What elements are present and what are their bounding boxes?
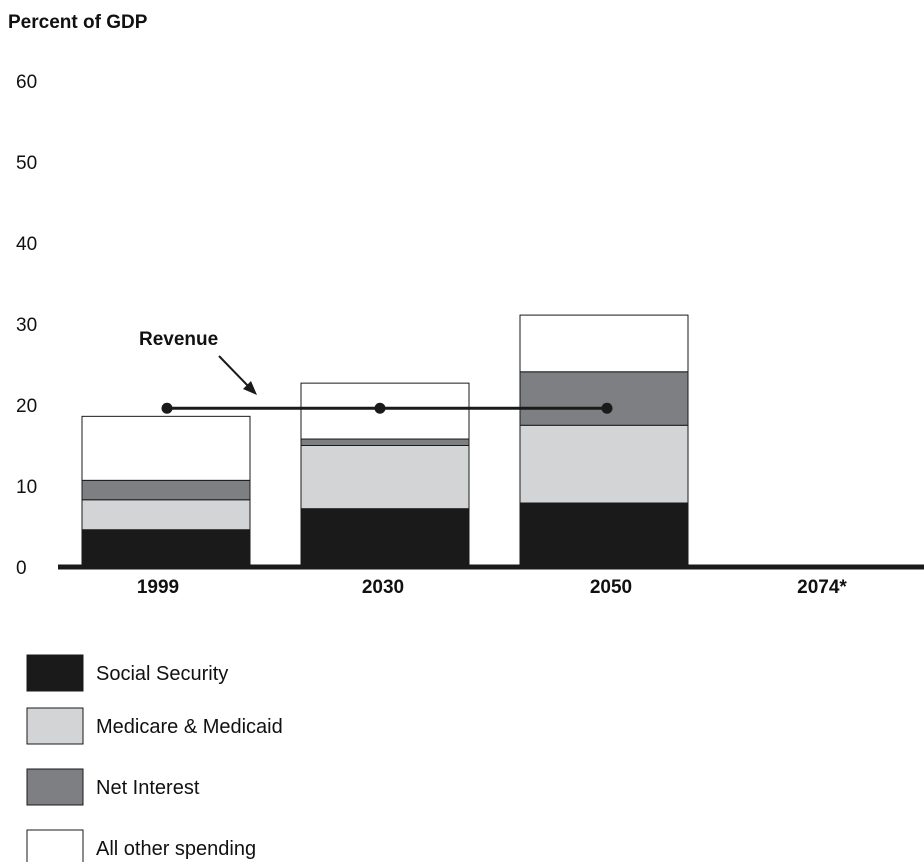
bars bbox=[81, 314, 689, 568]
bar-1999-social-security bbox=[81, 529, 251, 568]
legend-swatch-social-security bbox=[26, 654, 84, 692]
revenue-point-2030 bbox=[374, 402, 386, 414]
bar-2030-social-security bbox=[300, 508, 470, 568]
y-tick-label-60: 60 bbox=[16, 72, 37, 93]
bar-2050-net-interest bbox=[519, 371, 689, 426]
revenue-annotation-label: Revenue bbox=[139, 329, 218, 350]
legend: Social Security Medicare & Medicaid Net In… bbox=[26, 654, 283, 867]
bar-2050-social-security bbox=[519, 502, 689, 568]
x-tick-label-2074: 2074* bbox=[797, 577, 847, 598]
y-tick-label-30: 30 bbox=[16, 315, 37, 336]
legend-label-all-other-spending: All other spending bbox=[96, 838, 256, 860]
y-tick-label-40: 40 bbox=[16, 234, 37, 255]
revenue-point-2050 bbox=[601, 402, 613, 414]
legend-label-net-interest: Net Interest bbox=[96, 777, 200, 799]
bar-2050-medicare-medicaid bbox=[519, 424, 689, 504]
bar-1999-medicare-medicaid bbox=[81, 499, 251, 531]
bar-2050-all-other-spending bbox=[519, 314, 689, 373]
bar-2030-all-other-spending bbox=[300, 382, 470, 440]
revenue-line: Revenue bbox=[139, 329, 613, 414]
x-axis-ticks: 1999 2030 2050 2074* bbox=[137, 577, 848, 598]
legend-swatch-all-other-spending bbox=[26, 829, 84, 867]
legend-swatch-medicare-medicaid bbox=[26, 707, 84, 745]
bar-2030-medicare-medicaid bbox=[300, 445, 470, 510]
revenue-arrow-head bbox=[243, 381, 257, 395]
x-tick-label-1999: 1999 bbox=[137, 577, 179, 598]
revenue-point-1999 bbox=[161, 402, 173, 414]
y-tick-label-20: 20 bbox=[16, 396, 37, 417]
x-tick-label-2030: 2030 bbox=[362, 577, 404, 598]
bar-1999-all-other-spending bbox=[81, 415, 251, 481]
revenue-arrow-line bbox=[218, 355, 251, 389]
y-axis-label: Percent of GDP bbox=[8, 12, 148, 33]
legend-label-medicare-medicaid: Medicare & Medicaid bbox=[96, 716, 283, 738]
y-tick-label-50: 50 bbox=[16, 153, 37, 174]
bar-2030-net-interest bbox=[300, 438, 470, 446]
y-tick-label-0: 0 bbox=[16, 558, 27, 579]
legend-label-social-security: Social Security bbox=[96, 663, 228, 685]
bar-1999-net-interest bbox=[81, 479, 251, 501]
x-tick-label-2050: 2050 bbox=[590, 577, 632, 598]
y-tick-label-10: 10 bbox=[16, 477, 37, 498]
legend-swatch-net-interest bbox=[26, 768, 84, 806]
y-axis-ticks: 0 10 20 30 40 50 60 bbox=[16, 72, 37, 579]
